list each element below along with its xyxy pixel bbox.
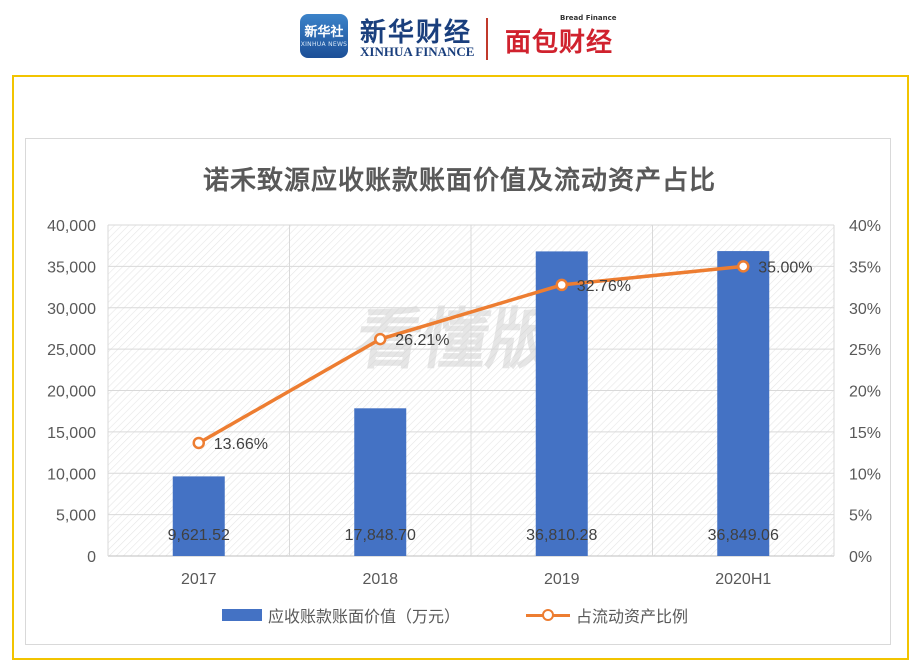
legend-label-bar: 应收账款账面价值（万元） bbox=[268, 607, 461, 626]
y-right-tick-label: 0% bbox=[849, 549, 872, 566]
legend-item-bar: 应收账款账面价值（万元） bbox=[222, 604, 460, 626]
xinhua-news-logo: 新华社 XINHUA NEWS bbox=[300, 14, 348, 58]
y-right-tick-label: 5% bbox=[849, 508, 872, 525]
y-right-tick-label: 25% bbox=[849, 342, 881, 359]
logo-divider bbox=[486, 18, 488, 60]
bar-data-label: 36,810.28 bbox=[526, 527, 597, 544]
bar-data-label: 17,848.70 bbox=[345, 527, 416, 544]
y-left-tick-label: 0 bbox=[87, 549, 96, 566]
y-right-tick-label: 40% bbox=[849, 218, 881, 235]
legend: 应收账款账面价值（万元） 占流动资产比例 bbox=[0, 604, 919, 626]
line-data-label: 32.76% bbox=[577, 278, 631, 295]
line-data-label: 13.66% bbox=[214, 436, 268, 453]
header: 新华社 XINHUA NEWS 新华财经 XINHUA FINANCE Brea… bbox=[0, 0, 919, 70]
chart-title: 诺禾致源应收账款账面价值及流动资产占比 bbox=[202, 166, 716, 196]
y-right-tick-label: 15% bbox=[849, 425, 881, 442]
bar bbox=[172, 476, 225, 556]
line-data-label: 26.21% bbox=[395, 332, 449, 349]
bar-data-label: 9,621.52 bbox=[168, 527, 230, 544]
bread-finance-logo-en: Bread Finance bbox=[560, 14, 617, 22]
legend-line-swatch bbox=[526, 609, 570, 621]
y-left-tick-label: 20,000 bbox=[47, 384, 96, 401]
bar bbox=[717, 251, 770, 556]
line-point bbox=[374, 332, 387, 346]
y-left-tick-label: 35,000 bbox=[47, 259, 96, 276]
y-left-tick-label: 40,000 bbox=[47, 218, 96, 235]
xinhua-finance-logo-en: XINHUA FINANCE bbox=[360, 44, 475, 59]
legend-label-line: 占流动资产比例 bbox=[576, 607, 689, 626]
x-tick-label: 2020H1 bbox=[715, 571, 771, 588]
x-tick-label: 2019 bbox=[544, 571, 580, 588]
line-point bbox=[555, 278, 568, 292]
bar-data-label: 36,849.06 bbox=[708, 527, 779, 544]
y-left-tick-label: 10,000 bbox=[47, 466, 96, 483]
y-right-tick-label: 10% bbox=[849, 466, 881, 483]
legend-bar-swatch bbox=[222, 609, 262, 621]
y-right-tick-label: 35% bbox=[849, 259, 881, 276]
xinhua-badge-en: XINHUA NEWS bbox=[300, 41, 348, 48]
line-series bbox=[197, 264, 744, 445]
bar bbox=[354, 408, 407, 556]
xinhua-finance-logo-cn: 新华财经 bbox=[360, 18, 473, 48]
y-left-tick-label: 15,000 bbox=[47, 425, 96, 442]
bar bbox=[535, 251, 588, 556]
y-left-tick-label: 5,000 bbox=[56, 508, 96, 525]
y-left-tick-label: 30,000 bbox=[47, 301, 96, 318]
y-right-tick-label: 30% bbox=[849, 301, 881, 318]
x-tick-label: 2018 bbox=[362, 571, 398, 588]
line-point bbox=[192, 436, 205, 450]
y-right-tick-label: 20% bbox=[849, 384, 881, 401]
line-data-label: 35.00% bbox=[758, 259, 812, 276]
line-point bbox=[737, 260, 750, 273]
bread-finance-logo-cn: 面包财经 bbox=[505, 28, 614, 58]
y-left-tick-label: 25,000 bbox=[47, 342, 96, 359]
xinhua-badge-cn: 新华社 bbox=[304, 25, 344, 40]
x-tick-label: 2017 bbox=[181, 571, 217, 588]
legend-item-line: 占流动资产比例 bbox=[526, 604, 688, 626]
